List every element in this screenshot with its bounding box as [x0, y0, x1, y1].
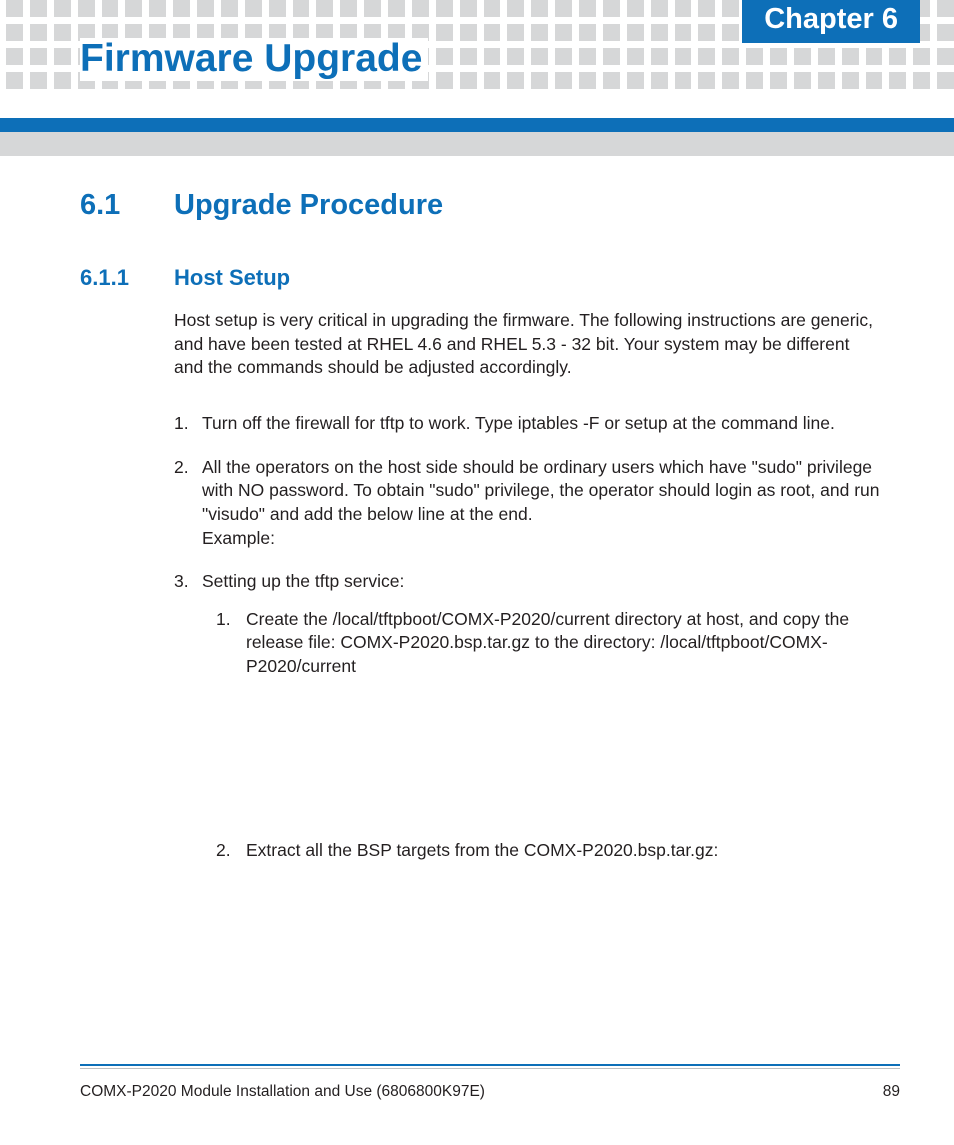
step-3-sub-1: Create the /local/tftpboot/COMX-P2020/cu…: [216, 608, 880, 679]
step-3-sub-1-text: Create the /local/tftpboot/COMX-P2020/cu…: [246, 609, 849, 676]
step-3-sub-2-text: Extract all the BSP targets from the COM…: [246, 840, 718, 860]
footer-row: COMX-P2020 Module Installation and Use (…: [80, 1083, 900, 1101]
page-footer: COMX-P2020 Module Installation and Use (…: [80, 1064, 900, 1101]
chapter-title: Firmware Upgrade: [80, 38, 428, 81]
section-heading: 6.1 Upgrade Procedure: [80, 188, 880, 223]
step-1-text: Turn off the firewall for tftp to work. …: [202, 413, 835, 433]
content-area: 6.1 Upgrade Procedure 6.1.1 Host Setup H…: [80, 188, 880, 882]
footer-rule-blue: [80, 1064, 900, 1066]
footer-page-number: 89: [883, 1083, 900, 1101]
header-bar-grey: [0, 132, 954, 156]
procedure-list: Turn off the firewall for tftp to work. …: [174, 412, 880, 862]
section-title: Upgrade Procedure: [174, 188, 443, 223]
body-text: Host setup is very critical in upgrading…: [174, 309, 880, 862]
subsection-heading: 6.1.1 Host Setup: [80, 265, 880, 291]
footer-doc-title: COMX-P2020 Module Installation and Use (…: [80, 1083, 485, 1101]
step-3-text: Setting up the tftp service:: [202, 571, 404, 591]
step-2-example-label: Example:: [202, 528, 275, 548]
step-3-sublist: Create the /local/tftpboot/COMX-P2020/cu…: [216, 608, 880, 863]
step-1: Turn off the firewall for tftp to work. …: [174, 412, 880, 436]
chapter-title-text: Firmware Upgrade: [80, 37, 422, 80]
footer-rule-grey: [80, 1068, 900, 1069]
step-2-text: All the operators on the host side shoul…: [202, 457, 880, 524]
chapter-tab: Chapter 6: [742, 0, 920, 43]
intro-paragraph: Host setup is very critical in upgrading…: [174, 309, 880, 380]
step-2: All the operators on the host side shoul…: [174, 456, 880, 551]
step-3-sub-2: Extract all the BSP targets from the COM…: [216, 839, 880, 863]
chapter-tab-label: Chapter 6: [764, 3, 898, 35]
section-number: 6.1: [80, 188, 144, 223]
header-bar-blue: [0, 118, 954, 132]
subsection-number: 6.1.1: [80, 265, 144, 291]
subsection-title: Host Setup: [174, 265, 290, 291]
step-3: Setting up the tftp service: Create the …: [174, 570, 880, 862]
